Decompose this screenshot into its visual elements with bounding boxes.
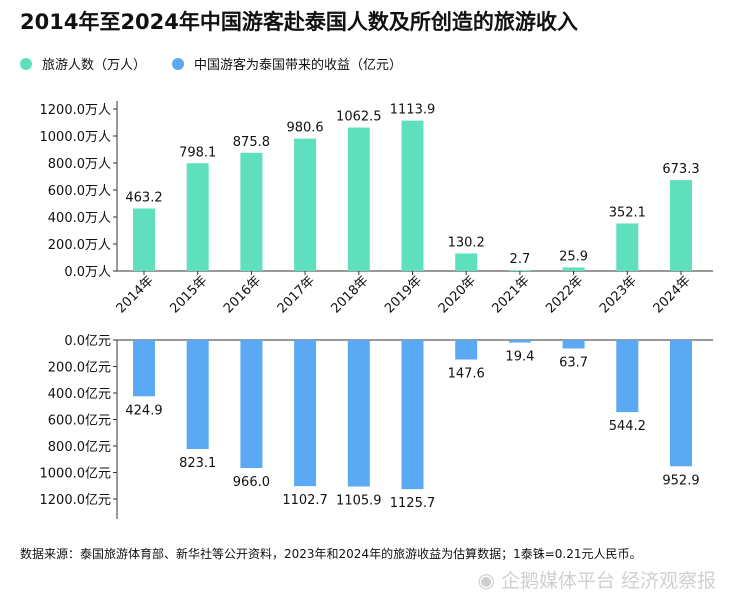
- top-y-tick-label: 800.0万人: [48, 157, 111, 172]
- top-y-tick-label: 600.0万人: [48, 184, 111, 199]
- visitors-bar: [347, 127, 370, 271]
- top-y-tick-label: 1200.0万人: [40, 103, 112, 118]
- bottom-y-tick-label: 0.0亿元: [64, 334, 111, 349]
- legend-item-revenue: 中国游客为泰国带来的收益（亿元）: [172, 54, 402, 73]
- visitors-value-label: 673.3: [662, 162, 699, 177]
- chart-title: 2014年至2024年中国游客赴泰国人数及所创造的旅游收入: [20, 10, 578, 34]
- bottom-y-tick-label: 1000.0亿元: [40, 467, 112, 482]
- revenue-value-label: 1125.7: [390, 496, 436, 511]
- top-y-tick-label: 400.0万人: [48, 211, 111, 226]
- bottom-y-tick-label: 800.0亿元: [48, 440, 111, 455]
- legend-swatch-visitors: [20, 57, 32, 70]
- top-y-tick-label: 1000.0万人: [40, 130, 112, 145]
- x-tick-label: 2015年: [167, 273, 210, 316]
- top-y-tick-label: 200.0万人: [48, 238, 111, 253]
- revenue-value-label: 952.9: [662, 473, 699, 488]
- visitors-value-label: 798.1: [179, 145, 216, 160]
- revenue-value-label: 424.9: [125, 403, 162, 418]
- top-y-tick-label: 0.0万人: [64, 265, 111, 280]
- visitors-bar: [133, 208, 155, 271]
- visitors-value-label: 1113.9: [390, 103, 436, 118]
- visitors-value-label: 875.8: [233, 135, 270, 150]
- revenue-value-label: 823.1: [179, 456, 216, 471]
- visitors-bar: [455, 253, 478, 271]
- visitors-value-label: 352.1: [609, 205, 646, 220]
- revenue-bar: [186, 340, 209, 450]
- revenue-value-label: 966.0: [233, 475, 270, 490]
- visitors-value-label: 2.7: [510, 252, 531, 267]
- revenue-bar: [508, 340, 531, 343]
- visitors-bar: [508, 270, 531, 271]
- legend: 旅游人数（万人） 中国游客为泰国带来的收益（亿元）: [20, 54, 428, 73]
- watermark-text: 企鹅媒体平台 经济观察报: [500, 570, 716, 592]
- x-tick-label: 2024年: [651, 273, 694, 316]
- revenue-value-label: 19.4: [505, 350, 534, 365]
- revenue-bar: [347, 340, 370, 487]
- source-note: 数据来源：泰国旅游体育部、新华社等公开资料，2023年和2024年的旅游收益为估…: [20, 547, 642, 561]
- revenue-value-label: 147.6: [448, 367, 485, 382]
- visitors-value-label: 130.2: [448, 235, 485, 250]
- bottom-y-tick-label: 400.0亿元: [48, 387, 111, 402]
- revenue-bar: [670, 340, 692, 467]
- revenue-bar: [562, 340, 585, 349]
- legend-label-revenue: 中国游客为泰国带来的收益（亿元）: [194, 58, 403, 73]
- watermark: ◉ 企鹅媒体平台 经济观察报: [478, 566, 717, 593]
- revenue-value-label: 1105.9: [336, 494, 382, 509]
- revenue-bar: [240, 340, 263, 468]
- legend-label-visitors: 旅游人数（万人）: [42, 58, 147, 73]
- bottom-y-tick-label: 1200.0亿元: [40, 493, 112, 508]
- visitors-value-label: 463.2: [125, 190, 162, 205]
- revenue-bar: [133, 340, 155, 397]
- revenue-value-label: 1102.7: [282, 493, 328, 508]
- revenue-bar: [616, 340, 639, 413]
- x-tick-label: 2019年: [382, 273, 425, 316]
- x-tick-label: 2018年: [328, 273, 371, 316]
- visitors-value-label: 980.6: [286, 121, 323, 136]
- penguin-logo-icon: ◉: [477, 567, 495, 592]
- legend-item-visitors: 旅游人数（万人）: [20, 54, 146, 73]
- visitors-bar: [294, 138, 317, 271]
- visitors-value-label: 1062.5: [336, 110, 382, 125]
- x-tick-label: 2022年: [543, 273, 586, 316]
- revenue-bar: [455, 340, 478, 360]
- x-tick-label: 2016年: [221, 273, 264, 316]
- visitors-bar: [401, 120, 424, 271]
- chart-plot: 0.0万人 200.0万人 400.0万人 600.0万人 800.0万人 1000.0万…: [40, 101, 713, 519]
- x-tick-label: 2017年: [275, 273, 318, 316]
- visitors-bar: [616, 223, 639, 271]
- revenue-bar: [294, 340, 317, 487]
- legend-swatch-revenue: [172, 57, 185, 70]
- visitors-value-label: 25.9: [559, 250, 588, 265]
- x-tick-label: 2021年: [490, 273, 533, 316]
- x-tick-label: 2014年: [114, 273, 157, 316]
- x-tick-label: 2020年: [436, 273, 479, 316]
- visitors-bar: [562, 267, 585, 271]
- bottom-y-tick-label: 200.0亿元: [48, 361, 111, 376]
- revenue-value-label: 544.2: [609, 419, 646, 434]
- visitors-bar: [240, 152, 263, 271]
- visitors-bar: [670, 180, 692, 271]
- revenue-bar: [401, 340, 424, 490]
- visitors-bar: [186, 163, 209, 271]
- revenue-value-label: 63.7: [559, 355, 588, 370]
- x-tick-label: 2023年: [597, 273, 640, 316]
- bottom-y-tick-label: 600.0亿元: [48, 414, 111, 429]
